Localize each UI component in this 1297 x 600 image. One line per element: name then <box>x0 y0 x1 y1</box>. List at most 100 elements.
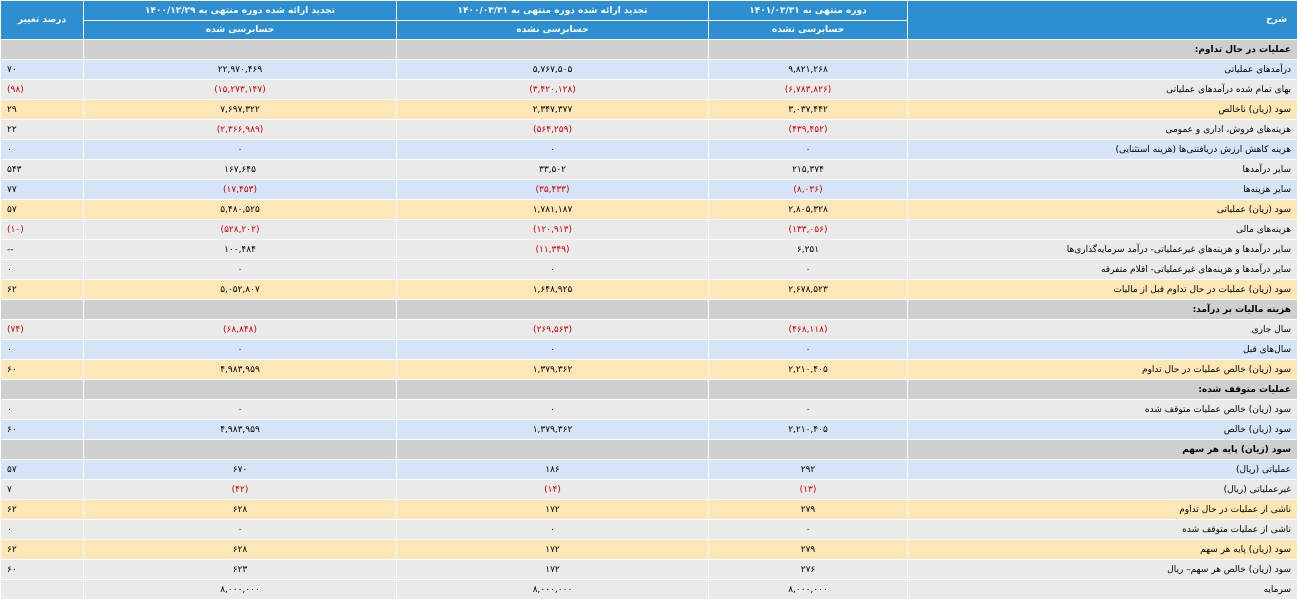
value-period-1400-03: ۱,۳۷۹,۳۶۲ <box>397 360 709 380</box>
section-header-row: عملیات در حال تداوم: <box>1 40 1297 60</box>
value-period-1400-03: ۱۷۲ <box>397 560 709 580</box>
value-period-1400-03: ۱۸۶ <box>397 460 709 480</box>
value-percent-change: ۶۲ <box>1 540 84 560</box>
row-label: هزینه‌های فروش، اداری و عمومی <box>908 120 1297 140</box>
value-period-1401: (۸,۰۳۶) <box>709 180 908 200</box>
value-period-1400-03: ۰ <box>397 260 709 280</box>
value-period-1401 <box>709 300 908 320</box>
value-period-1400-12: (۲,۳۶۶,۹۸۹) <box>84 120 397 140</box>
row-label: هزینه‌های مالی <box>908 220 1297 240</box>
value-period-1401: ۲۷۶ <box>709 560 908 580</box>
value-period-1401: ۳,۰۳۷,۴۴۲ <box>709 100 908 120</box>
value-period-1400-12: (۱۵,۲۷۳,۱۴۷) <box>84 80 397 100</box>
value-period-1401: ۶,۲۵۱ <box>709 240 908 260</box>
row-label: سایر هزینه‌ها <box>908 180 1297 200</box>
value-period-1400-12: ۱۰۰,۴۸۴ <box>84 240 397 260</box>
table-row: سایر هزینه‌ها(۸,۰۳۶)(۳۵,۴۳۳)(۱۷,۴۵۳)۷۷ <box>1 180 1297 200</box>
value-percent-change: ۶۲ <box>1 500 84 520</box>
value-period-1400-12: ۶۷۰ <box>84 460 397 480</box>
value-period-1401: (۶,۷۸۳,۸۲۶) <box>709 80 908 100</box>
row-label: عملیات در حال تداوم: <box>908 40 1297 60</box>
header-period-1401: دوره منتهی به ۱۴۰۱/۰۳/۳۱ <box>709 1 908 21</box>
value-percent-change: ۷۰ <box>1 60 84 80</box>
row-label: سود (زیان) عملیاتی <box>908 200 1297 220</box>
value-period-1400-03: (۱۲۰,۹۱۳) <box>397 220 709 240</box>
row-label: سود (زیان) خالص هر سهم– ریال <box>908 560 1297 580</box>
value-percent-change: ۵۷ <box>1 200 84 220</box>
header-audit-status-3: حسابرسی شده <box>84 21 397 40</box>
value-period-1401: ۰ <box>709 520 908 540</box>
table-row: غیرعملیاتی (ریال)(۱۳)(۱۴)(۴۲)۷ <box>1 480 1297 500</box>
section-header-row: هزینه مالیات بر درآمد: <box>1 300 1297 320</box>
value-period-1400-12: (۵۲۸,۲۰۲) <box>84 220 397 240</box>
value-period-1400-03: ۵,۷۶۷,۵۰۵ <box>397 60 709 80</box>
value-percent-change: ۰ <box>1 520 84 540</box>
table-row: سود (زیان) عملیات در حال تداوم قبل از ما… <box>1 280 1297 300</box>
value-period-1400-03 <box>397 440 709 460</box>
row-label: سایر درآمدها <box>908 160 1297 180</box>
row-label: ناشی از عملیات در حال تداوم <box>908 500 1297 520</box>
value-period-1401: ۲,۲۱۰,۴۰۵ <box>709 420 908 440</box>
value-period-1400-03: (۱۴) <box>397 480 709 500</box>
value-period-1400-12: ۶۲۸ <box>84 540 397 560</box>
value-period-1400-12: ۰ <box>84 340 397 360</box>
row-label: عملیاتی (ریال) <box>908 460 1297 480</box>
value-percent-change: ۵۴۳ <box>1 160 84 180</box>
row-label: درآمدهای عملیاتی <box>908 60 1297 80</box>
value-period-1400-12: ۶۲۳ <box>84 560 397 580</box>
value-period-1400-03: ۱,۶۴۸,۹۲۵ <box>397 280 709 300</box>
value-period-1401 <box>709 440 908 460</box>
value-period-1400-03: ۲,۳۴۷,۳۷۷ <box>397 100 709 120</box>
value-period-1400-03: (۱۱,۳۴۹) <box>397 240 709 260</box>
row-label: سال جاری <box>908 320 1297 340</box>
row-label: عملیات متوقف شده: <box>908 380 1297 400</box>
row-label: سود (زیان) عملیات در حال تداوم قبل از ما… <box>908 280 1297 300</box>
value-percent-change: ۰ <box>1 140 84 160</box>
row-label: ناشی از عملیات متوقف شده <box>908 520 1297 540</box>
row-label: سایر درآمدها و هزینه‌های غیرعملیاتی- درآ… <box>908 240 1297 260</box>
value-period-1401: ۰ <box>709 140 908 160</box>
value-period-1400-03: ۱,۷۸۱,۱۸۷ <box>397 200 709 220</box>
value-percent-change: (۱۰) <box>1 220 84 240</box>
value-period-1400-03: ۰ <box>397 340 709 360</box>
value-period-1400-12: ۷,۶۹۷,۳۲۲ <box>84 100 397 120</box>
value-period-1401: ۰ <box>709 260 908 280</box>
value-period-1400-12: ۰ <box>84 260 397 280</box>
value-period-1400-03: ۰ <box>397 140 709 160</box>
row-label: سود (زیان) خالص عملیات متوقف شده <box>908 400 1297 420</box>
row-label: سود (زیان) پایه هر سهم <box>908 440 1297 460</box>
value-period-1400-03 <box>397 40 709 60</box>
value-period-1400-12: ۵,۴۸۰,۵۲۵ <box>84 200 397 220</box>
value-period-1400-12 <box>84 40 397 60</box>
section-header-row: عملیات متوقف شده: <box>1 380 1297 400</box>
value-period-1400-12: ۰ <box>84 140 397 160</box>
value-period-1401: (۴۶۸,۱۱۸) <box>709 320 908 340</box>
value-period-1401: (۱۳۳,۰۵۶) <box>709 220 908 240</box>
table-row: هزینه‌های مالی(۱۳۳,۰۵۶)(۱۲۰,۹۱۳)(۵۲۸,۲۰۲… <box>1 220 1297 240</box>
value-period-1400-03: ۰ <box>397 520 709 540</box>
value-period-1401: ۲۷۹ <box>709 500 908 520</box>
row-label: سایر درآمدها و هزینه‌های غیرعملیاتی- اقل… <box>908 260 1297 280</box>
table-row: سایر درآمدها و هزینه‌های غیرعملیاتی- اقل… <box>1 260 1297 280</box>
value-period-1400-12: ۸,۰۰۰,۰۰۰ <box>84 580 397 600</box>
row-label: هزینه مالیات بر درآمد: <box>908 300 1297 320</box>
value-percent-change: ۲۹ <box>1 100 84 120</box>
value-percent-change: ۶۰ <box>1 560 84 580</box>
row-label: سود (زیان) خالص عملیات در حال تداوم <box>908 360 1297 380</box>
value-period-1400-12: ۴,۹۸۳,۹۵۹ <box>84 360 397 380</box>
header-description: شرح <box>908 1 1297 40</box>
value-period-1400-03: (۳۵,۴۳۳) <box>397 180 709 200</box>
value-percent-change: ۵۷ <box>1 460 84 480</box>
value-period-1401: ۰ <box>709 400 908 420</box>
